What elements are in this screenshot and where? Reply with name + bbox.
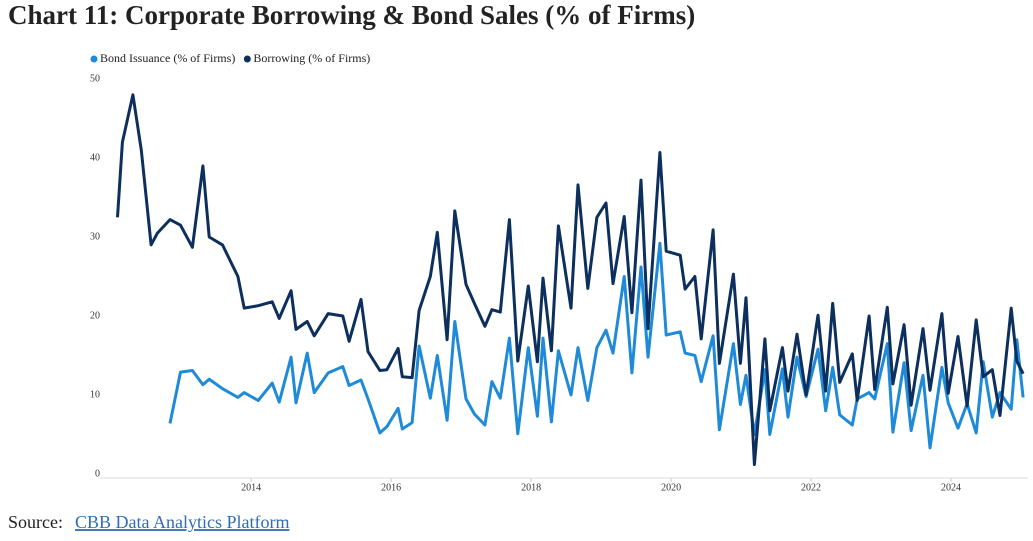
chart-title: Chart 11: Corporate Borrowing & Bond Sal… <box>8 0 695 30</box>
y-tick-label: 20 <box>90 310 100 321</box>
x-tick-label: 2024 <box>941 482 961 493</box>
y-tick-label: 50 <box>90 73 100 84</box>
x-tick-label: 2014 <box>241 482 261 493</box>
x-tick-label: 2022 <box>801 482 821 493</box>
legend-label: Bond Issuance (% of Firms) <box>100 51 235 65</box>
y-tick-label: 10 <box>90 389 100 400</box>
y-tick-label: 40 <box>90 152 100 163</box>
legend-label: Borrowing (% of Firms) <box>253 51 370 65</box>
x-tick-label: 2016 <box>381 482 401 493</box>
series-line <box>116 93 1025 466</box>
x-tick-label: 2018 <box>521 482 541 493</box>
source-prefix: Source: <box>8 512 63 532</box>
source-link-text[interactable]: CBB Data Analytics Platform <box>75 512 289 532</box>
y-tick-label: 30 <box>90 231 100 242</box>
y-tick-label: 0 <box>95 468 100 479</box>
x-tick-label: 2020 <box>661 482 681 493</box>
series-line <box>168 241 1025 450</box>
source-link[interactable]: CBB Data Analytics Platform <box>75 512 289 532</box>
legend-marker <box>243 55 251 63</box>
legend-marker <box>90 55 98 63</box>
